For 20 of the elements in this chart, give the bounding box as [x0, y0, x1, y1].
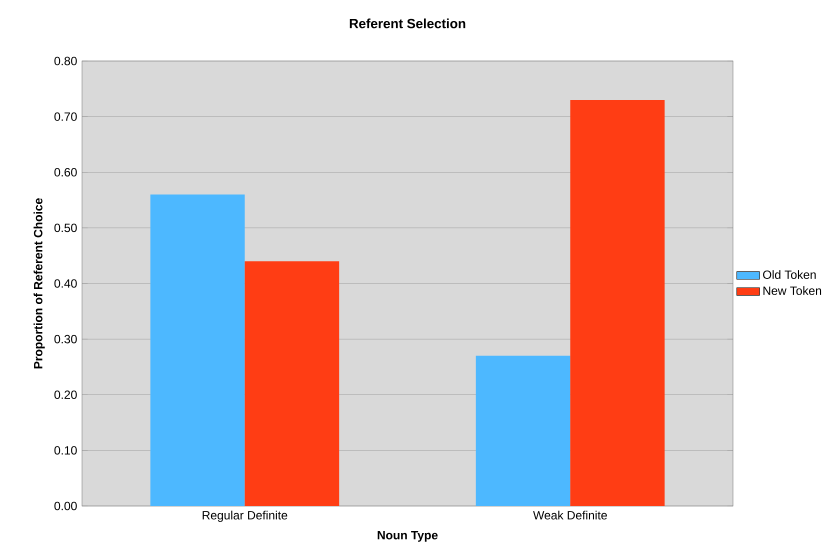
y-tick-label: 0.00	[54, 502, 77, 510]
y-tick-label: 0.50	[54, 224, 77, 232]
bar	[244, 261, 340, 506]
bar	[570, 100, 665, 506]
chart-title: Referent Selection	[350, 18, 466, 28]
y-tick-label: 0.70	[54, 112, 77, 121]
x-axis-title: Noun Type	[378, 531, 438, 542]
y-axis-title: Proportion of Referent Choice	[34, 198, 45, 368]
y-tick-label: 0.20	[54, 390, 77, 399]
y-tick-label: 0.30	[54, 334, 77, 344]
y-tick-label: 0.80	[54, 56, 77, 66]
x-tick-label: Regular Definite	[202, 510, 288, 522]
bar	[476, 356, 570, 506]
y-tick-label: 0.10	[54, 446, 77, 455]
x-tick-label: Weak Definite	[533, 510, 607, 520]
bar	[150, 194, 245, 506]
legend-label: Old Token	[763, 270, 816, 279]
y-tick-label: 0.40	[54, 279, 77, 288]
y-tick-label: 0.60	[54, 168, 77, 177]
legend-label: New Token	[763, 286, 822, 295]
